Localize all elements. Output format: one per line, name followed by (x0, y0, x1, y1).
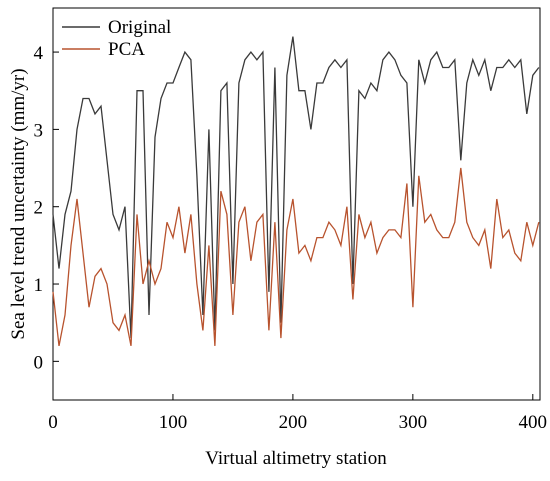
x-tick-label: 100 (159, 412, 188, 433)
x-tick-label: 200 (279, 412, 308, 433)
y-axis-label: Sea level trend uncertainty (mm/yr) (8, 68, 29, 339)
legend-label: Original (108, 17, 171, 38)
y-tick-label: 4 (34, 43, 44, 64)
x-tick-label: 400 (519, 412, 548, 433)
y-tick-label: 0 (34, 352, 44, 373)
legend-label: PCA (108, 39, 145, 60)
x-tick-label: 0 (48, 412, 58, 433)
y-tick-label: 1 (34, 275, 44, 296)
series-line (52, 36, 540, 339)
x-axis-label: Virtual altimetry station (205, 448, 387, 469)
x-tick-label: 300 (399, 412, 428, 433)
plot-frame (52, 7, 541, 401)
series-line (52, 167, 540, 347)
y-tick-label: 3 (34, 120, 44, 141)
y-tick-label: 2 (34, 198, 44, 219)
